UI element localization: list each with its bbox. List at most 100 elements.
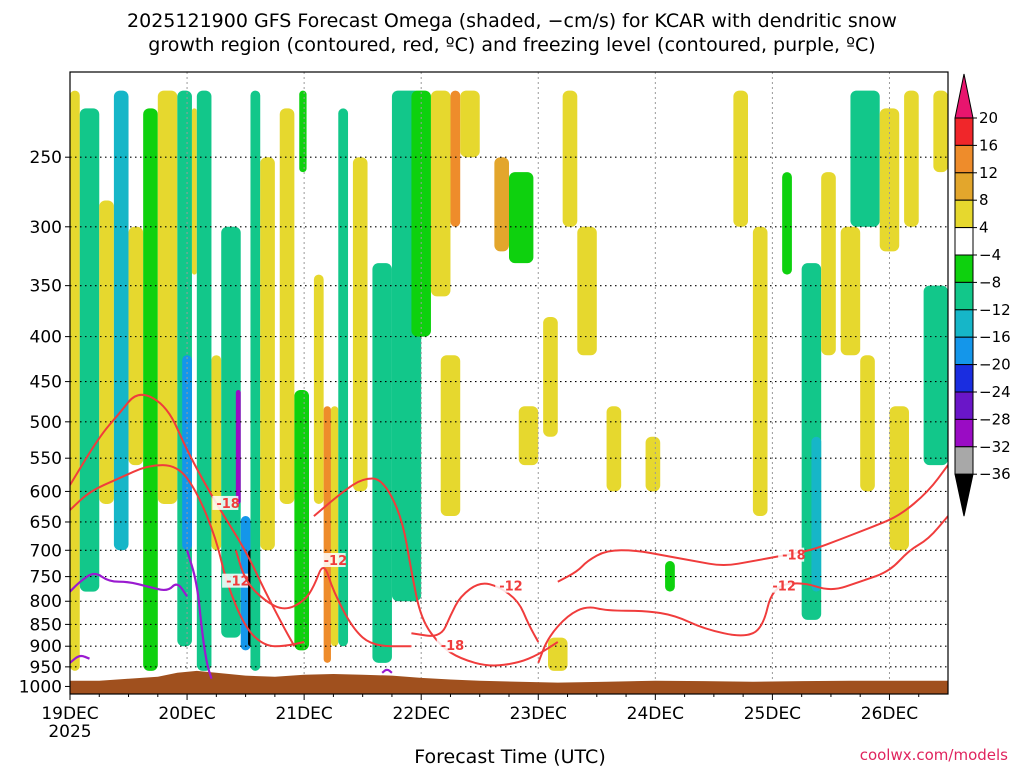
omega-shade-region-39 [577, 226, 597, 356]
omega-shade-region-19 [294, 389, 310, 651]
omega-shade-region-33 [494, 157, 509, 252]
dendritic-contour-0 [70, 393, 296, 647]
colorbar-top-arrow [954, 73, 974, 119]
omega-shade-region-0 [70, 90, 80, 671]
x-tick-label-5: 24DEC [627, 704, 684, 724]
colorbar-swatch-6 [954, 254, 974, 283]
colorbar-label-1: 16 [979, 136, 998, 154]
y-tick-label-600: 600 [30, 482, 62, 502]
terrain-layer [70, 670, 948, 694]
colorbar-swatch-12 [954, 418, 974, 448]
colorbar-label-5: −4 [979, 246, 1001, 264]
y-tick-label-650: 650 [30, 513, 62, 533]
omega-shade-region-36 [543, 317, 558, 437]
chart-title-line-1: 2025121900 GFS Forecast Omega (shaded, −… [127, 10, 897, 32]
colorbar-label-13: −36 [979, 465, 1011, 483]
terrain-surface [70, 670, 948, 694]
omega-shade-region-45 [782, 172, 792, 275]
y-tick-label-400: 400 [30, 328, 62, 348]
omega-shade-region-53 [889, 406, 909, 551]
omega-shade-region-30 [440, 355, 461, 517]
omega-shade-region-16 [250, 90, 261, 671]
dendritic-contour-label-0: -18 [216, 497, 240, 512]
x-tick-label-3: 22DEC [393, 704, 450, 724]
omega-shade-region-47 [811, 436, 822, 592]
dendritic-contour-label-3: -18 [441, 639, 465, 654]
omega-shade-region-9 [191, 108, 197, 275]
omega-shade-region-24 [338, 108, 349, 647]
y-tick-label-850: 850 [30, 615, 62, 635]
omega-shade-region-48 [821, 172, 836, 356]
omega-shade-region-3 [113, 90, 129, 551]
dendritic-contour-5 [557, 464, 948, 583]
colorbar-swatch-3 [954, 172, 974, 201]
colorbar-swatch-1 [954, 117, 974, 146]
y-axis: 2503003504004505005506006507007508008509… [19, 148, 70, 697]
colorbar-swatch-8 [954, 309, 974, 338]
omega-shade-region-50 [850, 90, 880, 227]
colorbar-swatch-9 [954, 336, 974, 366]
x-tick-label-7: 26DEC [861, 704, 918, 724]
chart-title-line-2: growth region (contoured, red, ºC) and f… [148, 34, 875, 56]
x-axis-label: Forecast Time (UTC) [414, 746, 605, 768]
colorbar: 20 16 12 8 4 −4 −8 −12 −16 −20 −24 −28 −32 −36 [954, 73, 1011, 517]
y-tick-label-250: 250 [30, 148, 62, 168]
omega-shade-region-17 [260, 157, 275, 551]
omega-shade-region-13 [235, 389, 241, 504]
omega-shade-region-10 [196, 90, 212, 671]
dendritic-contour-label-6: -12 [772, 580, 796, 595]
omega-shade-region-25 [352, 157, 368, 492]
colorbar-label-4: 4 [979, 219, 989, 237]
y-tick-label-350: 350 [30, 277, 62, 297]
dendritic-contour-label-bg-3 [436, 638, 463, 653]
omega-shade-region-40 [606, 406, 622, 492]
x-tick-label-6: 25DEC [744, 704, 801, 724]
colorbar-swatch-10 [954, 364, 974, 393]
y-tick-label-950: 950 [30, 658, 62, 678]
dendritic-contour-label-bg-2 [319, 553, 346, 568]
omega-shade-region-54 [904, 90, 919, 227]
colorbar-swatch-11 [954, 391, 974, 420]
dendritic-contour-label-bg-5 [778, 547, 805, 562]
omega-shade-region-11 [211, 355, 222, 551]
dendritic-contour-3 [313, 477, 559, 667]
y-tick-label-800: 800 [30, 592, 62, 612]
dendritic-contour-6 [537, 515, 948, 664]
dendritic-contour-2 [234, 550, 412, 648]
x-tick-label-4: 23DEC [510, 704, 567, 724]
omega-shade-region-26 [372, 263, 392, 663]
colorbar-label-7: −12 [979, 301, 1011, 319]
omega-shade-region-43 [733, 90, 749, 227]
x-axis: 19DEC 20DEC 21DEC 22DEC 23DEC 24DEC 25DEC 26DEC [41, 694, 920, 724]
dendritic-contour-label-bg-6 [768, 578, 795, 593]
omega-shade-region-42 [665, 561, 675, 592]
dendritic-contour-label-bg-4 [495, 578, 522, 593]
omega-shade-region-22 [323, 406, 331, 663]
y-tick-label-300: 300 [30, 218, 62, 238]
omega-shade-region-20 [299, 90, 307, 173]
freezing-contour-0 [70, 572, 189, 598]
colorbar-swatch-4 [954, 199, 974, 229]
y-tick-label-450: 450 [30, 373, 62, 393]
colorbar-label-10: −24 [979, 383, 1011, 401]
colorbar-bottom-arrow [954, 473, 974, 517]
dendritic-contour-label-4: -12 [499, 580, 523, 595]
dendritic-contour-label-bg-1 [222, 573, 249, 588]
omega-shade-region-31 [450, 90, 461, 227]
x-tick-label-2: 21DEC [275, 704, 332, 724]
colorbar-label-2: 12 [979, 164, 998, 182]
omega-shade-region-23 [330, 406, 339, 647]
colorbar-swatch-7 [954, 281, 974, 311]
omega-shade-region-51 [860, 355, 875, 492]
omega-shade-region-41 [645, 436, 661, 492]
omega-shade-region-34 [509, 172, 534, 264]
colorbar-label-11: −28 [979, 410, 1011, 428]
colorbar-label-0: 20 [979, 109, 998, 127]
omega-shade-region-44 [752, 226, 768, 517]
colorbar-label-12: −32 [979, 438, 1011, 456]
dendritic-contour-label-1: -12 [226, 575, 250, 590]
omega-shade-region-1 [79, 108, 100, 592]
dendritic-contour-label-2: -12 [324, 554, 348, 569]
y-tick-label-1000: 1000 [19, 677, 62, 697]
